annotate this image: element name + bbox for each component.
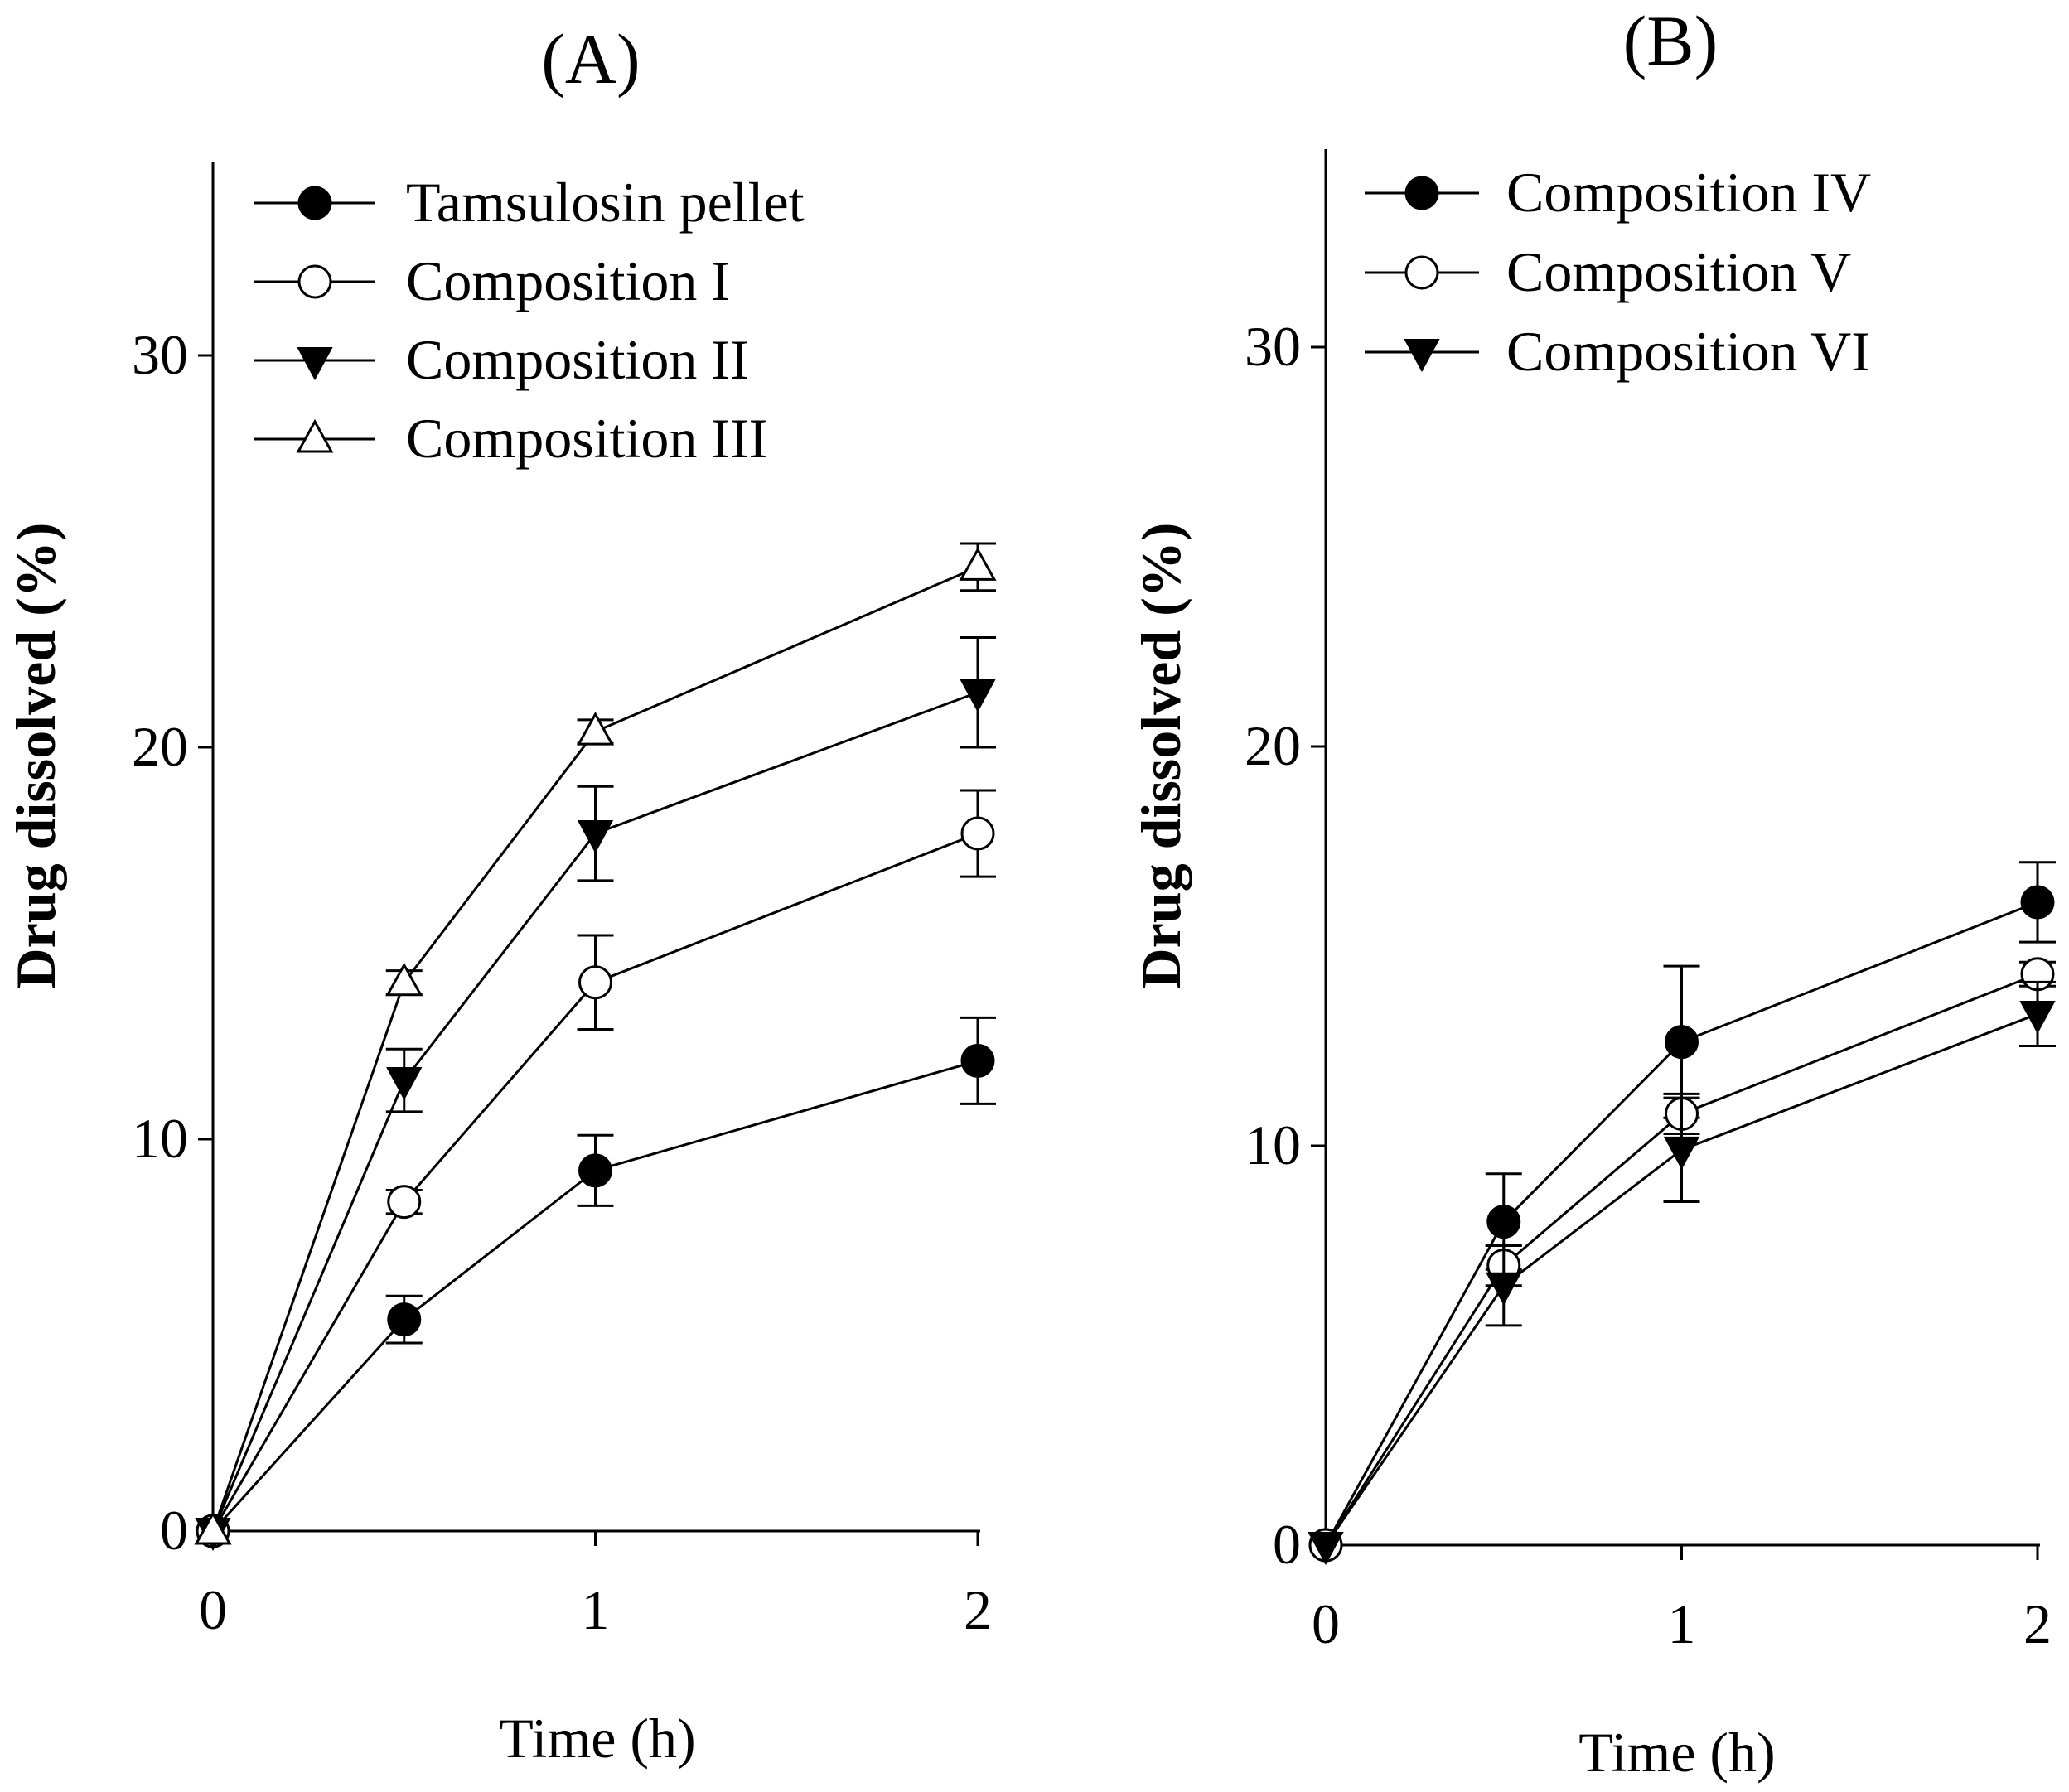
panel-b-data-point	[1663, 1136, 1700, 1170]
panel-b-x-tick-label: 1	[1668, 1592, 1696, 1655]
panel-a-x-tick-label: 1	[582, 1578, 610, 1641]
panel-a-data-point	[578, 1153, 612, 1188]
panel-a-legend-label: Tamsulosin pellet	[406, 171, 805, 234]
panel-a-legend-entry: Composition III	[254, 407, 767, 470]
panel-a-data-point	[387, 1185, 422, 1220]
panel-b-data-point	[2020, 885, 2055, 920]
panel-a-series-line	[211, 691, 979, 1532]
panel-b-legend-marker	[1404, 176, 1439, 210]
panel-a-series-line	[211, 832, 979, 1532]
panel-b-legend-marker	[1404, 339, 1440, 373]
panel-a-x-tick-label: 0	[199, 1578, 227, 1641]
panel-a-data-point	[576, 711, 615, 746]
panel-a-series-3	[195, 636, 996, 1552]
panel-a-legend-label: Composition III	[406, 407, 767, 470]
panel-a: (A) Drug dissolved (%) Time (h) 0 10 20 30 0…	[4, 19, 997, 1770]
panel-a-y-axis-label: Drug dissolved (%)	[4, 523, 67, 989]
panel-b-x-axis-label: Time (h)	[1578, 1721, 1775, 1784]
panel-b-y-tick-label: 0	[1273, 1513, 1301, 1576]
panel-a-data-point	[577, 820, 614, 854]
panel-b-series-line	[1324, 973, 2038, 1546]
panel-a-series-4	[194, 542, 997, 1545]
panel-a-series-1	[196, 1016, 996, 1548]
panel-a-series-line	[211, 566, 979, 1532]
panel-b-legend-label: Composition V	[1506, 240, 1851, 303]
panel-b-y-tick-label: 30	[1245, 315, 1301, 378]
panel-b-legend-label: Composition VI	[1506, 320, 1870, 383]
panel-a-legend-marker	[297, 186, 332, 220]
panel-a-title: (A)	[541, 19, 640, 99]
panel-a-legend-label: Composition II	[406, 328, 749, 391]
panel-a-legend-entry: Composition II	[254, 328, 749, 391]
panel-a-legend-entry: Composition I	[254, 249, 730, 312]
panel-b-y-axis-label: Drug dissolved (%)	[1129, 523, 1192, 989]
panel-a-data-point	[960, 816, 995, 851]
panel-b-legend-entry: Composition IV	[1365, 161, 1871, 224]
panel-b-legend-label: Composition IV	[1506, 161, 1871, 224]
panel-b-data-point	[1308, 1532, 1344, 1566]
panel-b-x-tick-label: 2	[2023, 1592, 2052, 1655]
panel-b-data-point	[1486, 1205, 1521, 1239]
panel-a-data-point	[194, 1510, 232, 1545]
panel-a-series-line	[211, 1059, 979, 1533]
panel-a-data-point	[960, 1043, 995, 1078]
panel-b-legend-entry: Composition VI	[1365, 320, 1870, 383]
panel-a-data-point	[386, 1067, 423, 1101]
panel-a-legend-marker	[297, 264, 332, 299]
panel-b: (B) Drug dissolved (%) Time (h) 0 10 20 30 0…	[1129, 1, 2056, 1784]
panel-a-data-point	[385, 962, 423, 997]
panel-b-x-tick-label: 0	[1312, 1592, 1340, 1655]
panel-b-data-point	[1486, 1272, 1522, 1306]
panel-b-y-tick-label: 10	[1245, 1113, 1301, 1176]
panel-b-series-3	[1308, 980, 2056, 1566]
panel-a-legend-entry: Tamsulosin pellet	[254, 171, 805, 234]
panel-b-series-line	[1324, 901, 2038, 1546]
panel-b-legend-marker	[1404, 255, 1439, 290]
panel-b-data-point	[1665, 1025, 1699, 1060]
panel-a-x-axis-label: Time (h)	[499, 1707, 695, 1770]
panel-b-data-point	[2019, 1000, 2056, 1035]
panel-a-y-tick-label: 20	[132, 715, 188, 778]
panel-a-x-tick-label: 2	[964, 1578, 992, 1641]
panel-a-legend-marker	[297, 347, 333, 381]
panel-a-data-point	[578, 965, 612, 1000]
panel-a-y-tick-label: 30	[132, 323, 188, 386]
panel-a-y-tick-label: 10	[132, 1107, 188, 1170]
panel-b-series-1	[1308, 861, 2056, 1563]
panel-a-data-point	[959, 547, 997, 581]
panel-b-legend-entry: Composition V	[1365, 240, 1851, 303]
panel-b-title: (B)	[1623, 1, 1719, 80]
panel-a-y-tick-label: 0	[160, 1499, 188, 1562]
panel-a-data-point	[387, 1302, 422, 1337]
panel-b-y-tick-label: 20	[1245, 714, 1301, 777]
panel-b-series-line	[1324, 1012, 2038, 1546]
panel-a-data-point	[960, 679, 996, 712]
panel-a-legend-label: Composition I	[406, 249, 730, 312]
panel-a-legend-marker	[296, 418, 334, 453]
